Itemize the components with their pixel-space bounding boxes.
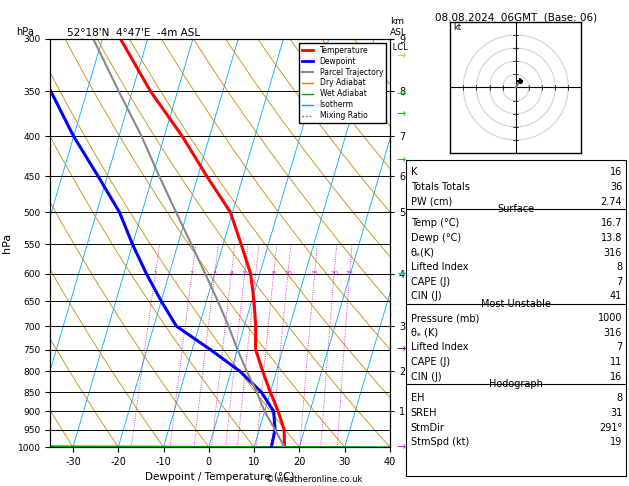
Text: →: → — [396, 269, 406, 279]
Text: Lifted Index: Lifted Index — [411, 262, 468, 272]
Text: Most Unstable: Most Unstable — [481, 298, 551, 309]
Text: 13.8: 13.8 — [601, 233, 622, 243]
Text: km
ASL: km ASL — [390, 17, 407, 37]
Text: PW (cm): PW (cm) — [411, 196, 452, 207]
Text: SREH: SREH — [411, 408, 437, 418]
Text: 15: 15 — [311, 271, 318, 277]
Text: Lifted Index: Lifted Index — [411, 342, 468, 352]
Text: →: → — [396, 51, 406, 61]
Text: 25: 25 — [346, 271, 353, 277]
Text: 10: 10 — [284, 271, 292, 277]
Text: →: → — [396, 442, 406, 452]
Text: Hodograph: Hodograph — [489, 379, 543, 389]
Text: © weatheronline.co.uk: © weatheronline.co.uk — [266, 474, 363, 484]
Text: 19: 19 — [610, 437, 622, 447]
Text: 52°18'N  4°47'E  -4m ASL: 52°18'N 4°47'E -4m ASL — [67, 28, 201, 38]
Text: 291°: 291° — [599, 422, 622, 433]
Text: Pressure (mb): Pressure (mb) — [411, 313, 479, 323]
Text: Dewp (°C): Dewp (°C) — [411, 233, 461, 243]
Text: 16: 16 — [610, 167, 622, 177]
Text: 31: 31 — [610, 408, 622, 418]
Text: 316: 316 — [604, 328, 622, 338]
Text: 41: 41 — [610, 291, 622, 301]
Text: 7: 7 — [616, 342, 622, 352]
Text: →: → — [396, 345, 406, 355]
Text: →: → — [396, 89, 406, 99]
Text: 11: 11 — [610, 357, 622, 367]
Text: Temp (°C): Temp (°C) — [411, 218, 459, 228]
Text: CIN (J): CIN (J) — [411, 291, 442, 301]
Text: 1: 1 — [153, 271, 157, 277]
Text: 16: 16 — [610, 371, 622, 382]
Text: 5: 5 — [243, 271, 247, 277]
Text: StmSpd (kt): StmSpd (kt) — [411, 437, 469, 447]
Text: 2.74: 2.74 — [601, 196, 622, 207]
Y-axis label: hPa: hPa — [2, 233, 12, 253]
Text: 16.7: 16.7 — [601, 218, 622, 228]
Text: 4: 4 — [230, 271, 233, 277]
Text: θₑ(K): θₑ(K) — [411, 247, 435, 258]
Text: 1000: 1000 — [598, 313, 622, 323]
Text: 36: 36 — [610, 182, 622, 192]
Text: →: → — [396, 155, 406, 165]
Text: 08.08.2024  06GMT  (Base: 06): 08.08.2024 06GMT (Base: 06) — [435, 12, 597, 22]
Text: →: → — [396, 109, 406, 120]
Text: EH: EH — [411, 393, 424, 403]
Text: Surface: Surface — [497, 204, 535, 214]
Y-axis label: Mixing Ratio (g/kg): Mixing Ratio (g/kg) — [440, 200, 449, 286]
Text: CAPE (J): CAPE (J) — [411, 357, 450, 367]
Text: 2: 2 — [190, 271, 194, 277]
Text: 8: 8 — [272, 271, 276, 277]
Text: 316: 316 — [604, 247, 622, 258]
Text: CIN (J): CIN (J) — [411, 371, 442, 382]
Text: 7: 7 — [616, 277, 622, 287]
Text: LCL: LCL — [390, 43, 408, 52]
Text: 3: 3 — [213, 271, 216, 277]
Text: 8: 8 — [616, 393, 622, 403]
Legend: Temperature, Dewpoint, Parcel Trajectory, Dry Adiabat, Wet Adiabat, Isotherm, Mi: Temperature, Dewpoint, Parcel Trajectory… — [299, 43, 386, 123]
Text: 20: 20 — [330, 271, 338, 277]
Text: StmDir: StmDir — [411, 422, 445, 433]
Text: CAPE (J): CAPE (J) — [411, 277, 450, 287]
Text: 8: 8 — [616, 262, 622, 272]
Text: θₑ (K): θₑ (K) — [411, 328, 438, 338]
X-axis label: Dewpoint / Temperature (°C): Dewpoint / Temperature (°C) — [145, 472, 295, 483]
Text: kt: kt — [453, 23, 461, 32]
Text: hPa: hPa — [16, 27, 34, 37]
Text: Totals Totals: Totals Totals — [411, 182, 470, 192]
Text: K: K — [411, 167, 417, 177]
